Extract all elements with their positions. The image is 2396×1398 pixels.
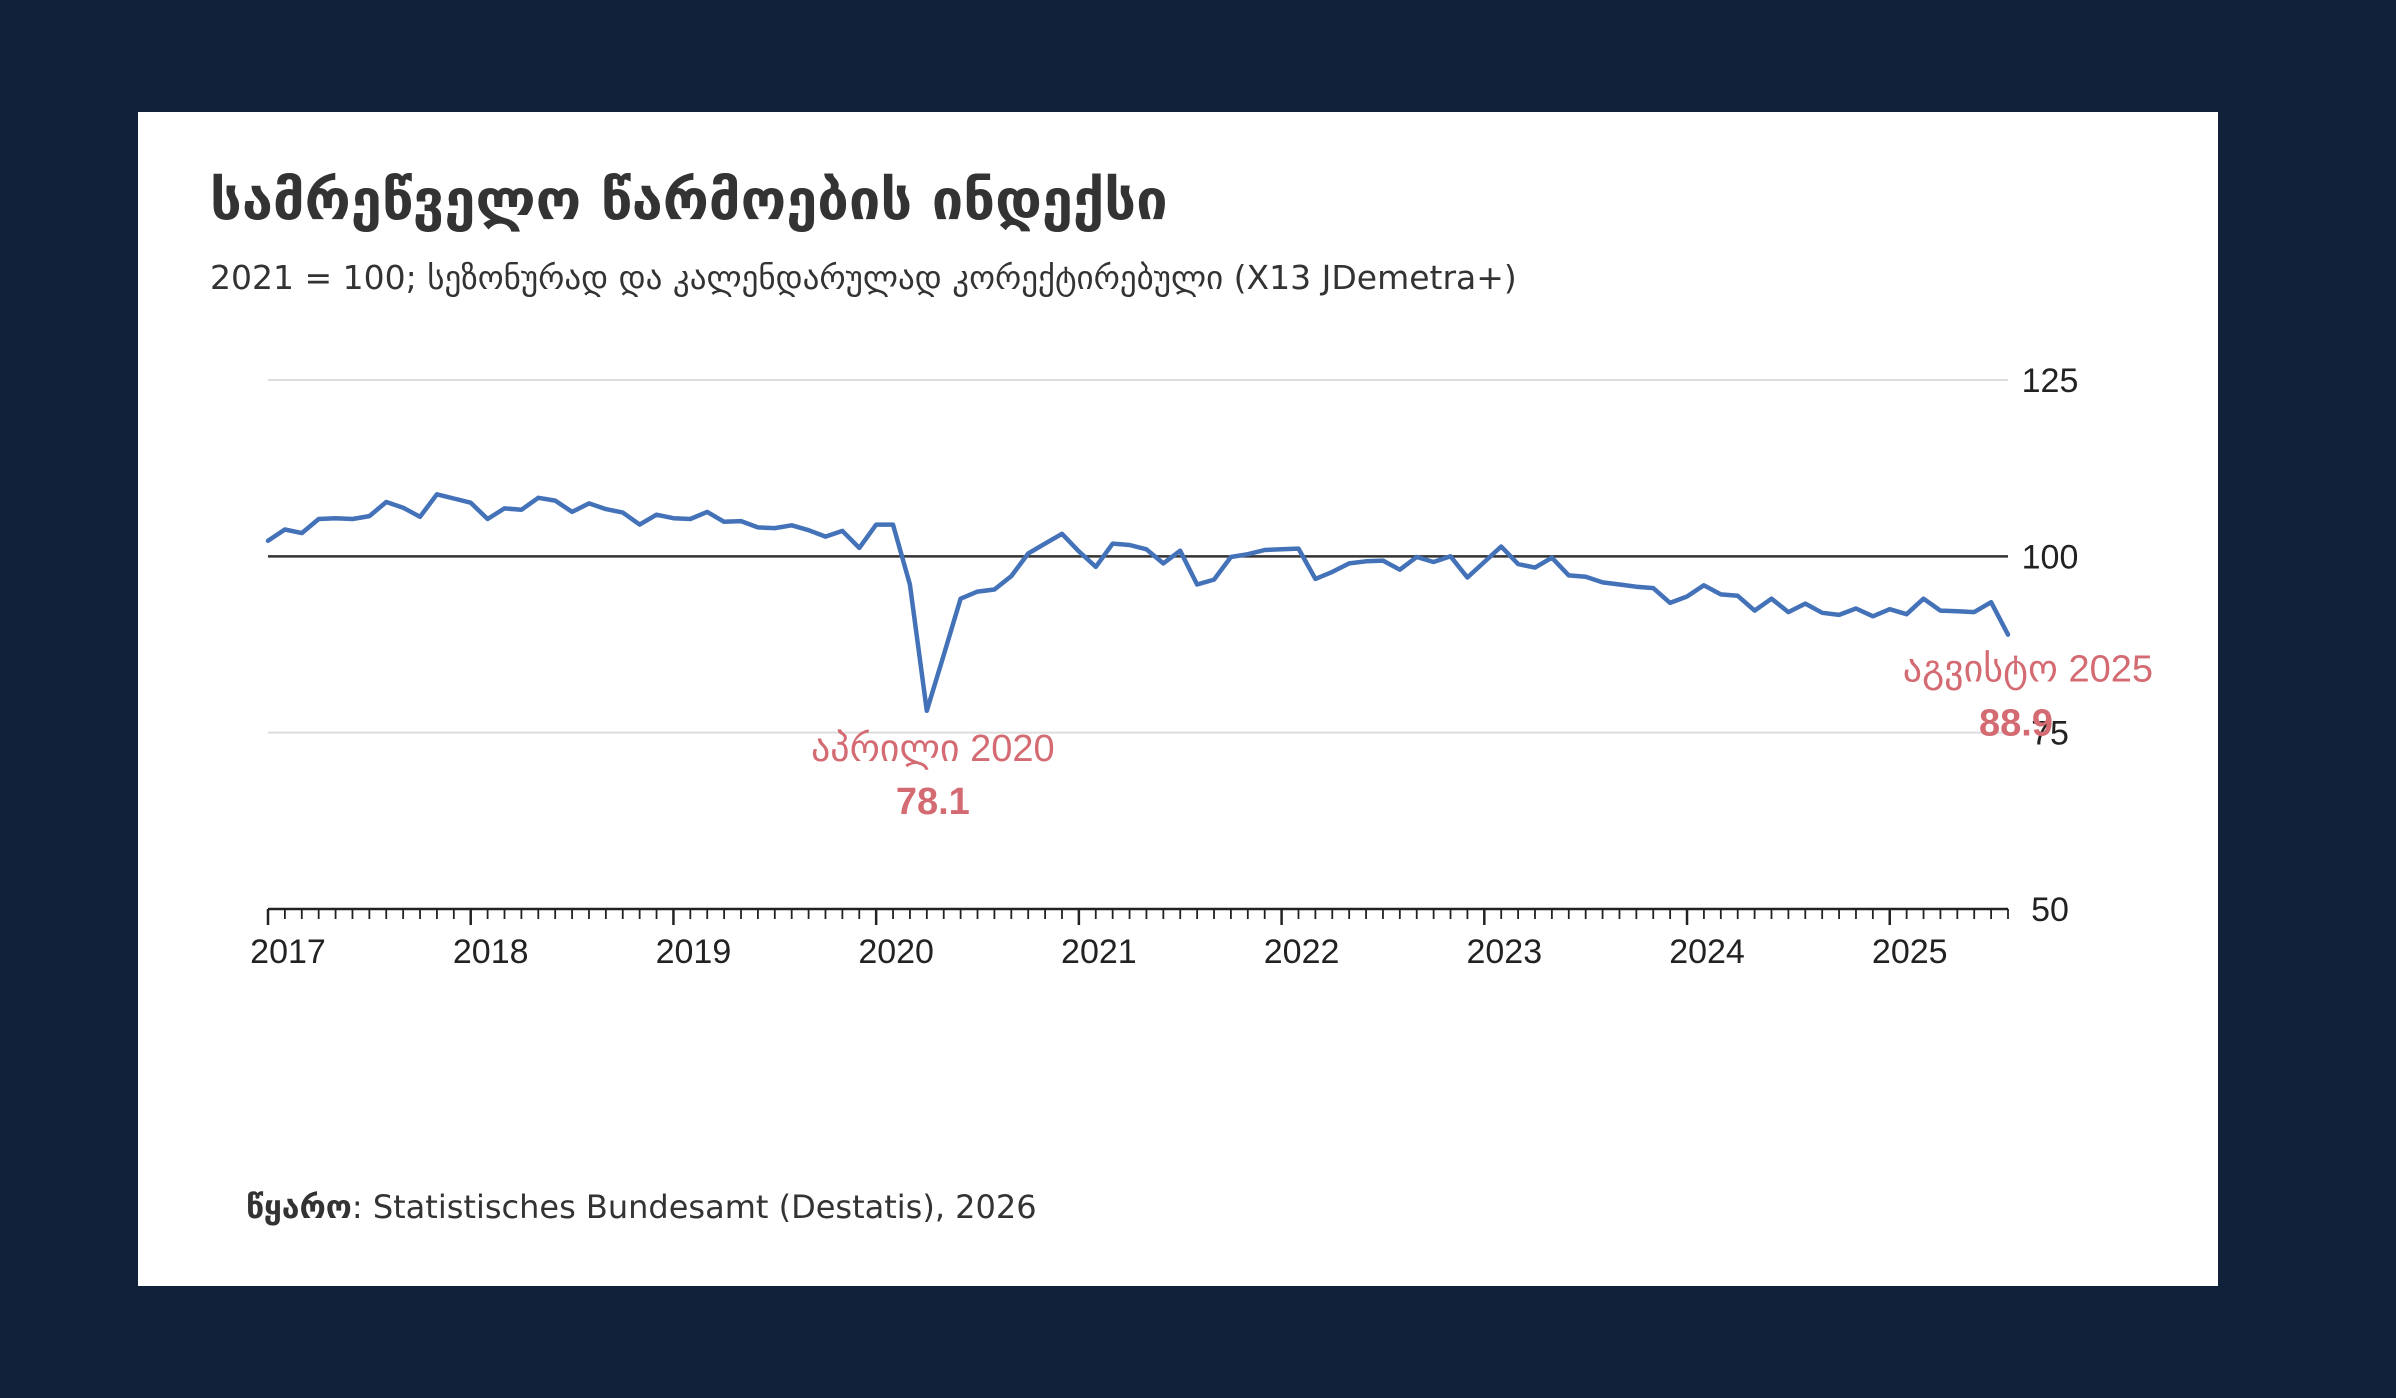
chart-svg: 125 100 75 50 2017 2018 2019 2020 2021 2022 2023 20… <box>250 362 2153 971</box>
x-tick-label: 2025 <box>1872 933 1948 971</box>
y-tick-label: 50 <box>2031 891 2069 929</box>
source-label: წყარო <box>246 1188 352 1226</box>
annotation-label: აპრილი 2020 <box>811 728 1055 770</box>
y-tick-label: 75 <box>2031 715 2069 753</box>
chart-title: სამრეწველო წარმოების ინდექსი <box>210 168 1168 233</box>
series-line <box>265 492 2011 714</box>
chart-card: 125 100 75 50 2017 2018 2019 2020 2021 2022 2023 20… <box>138 112 2218 1286</box>
source-text: : Statistisches Bundesamt (Destatis), 20… <box>351 1188 1037 1226</box>
annotation-label: აგვისტო 2025 <box>1903 649 2153 691</box>
annotation-value: 78.1 <box>896 781 970 823</box>
x-tick-label: 2023 <box>1466 933 1542 971</box>
x-tick-label: 2022 <box>1264 933 1340 971</box>
x-tick-label: 2020 <box>858 933 934 971</box>
x-tick-label: 2021 <box>1061 933 1137 971</box>
annotation-value: 88.9 <box>1979 703 2053 745</box>
x-tick-label: 2019 <box>656 933 732 971</box>
chart-subtitle: 2021 = 100; სეზონურად და კალენდარულად კო… <box>210 258 1517 297</box>
x-tick-label: 2024 <box>1669 933 1745 971</box>
x-tick-label: 2018 <box>453 933 529 971</box>
y-tick-label: 125 <box>2022 362 2079 400</box>
x-tick-label: 2017 <box>250 933 326 971</box>
source-note: წყარო: Statistisches Bundesamt (Destatis… <box>246 1188 1037 1226</box>
y-tick-label: 100 <box>2022 538 2079 576</box>
